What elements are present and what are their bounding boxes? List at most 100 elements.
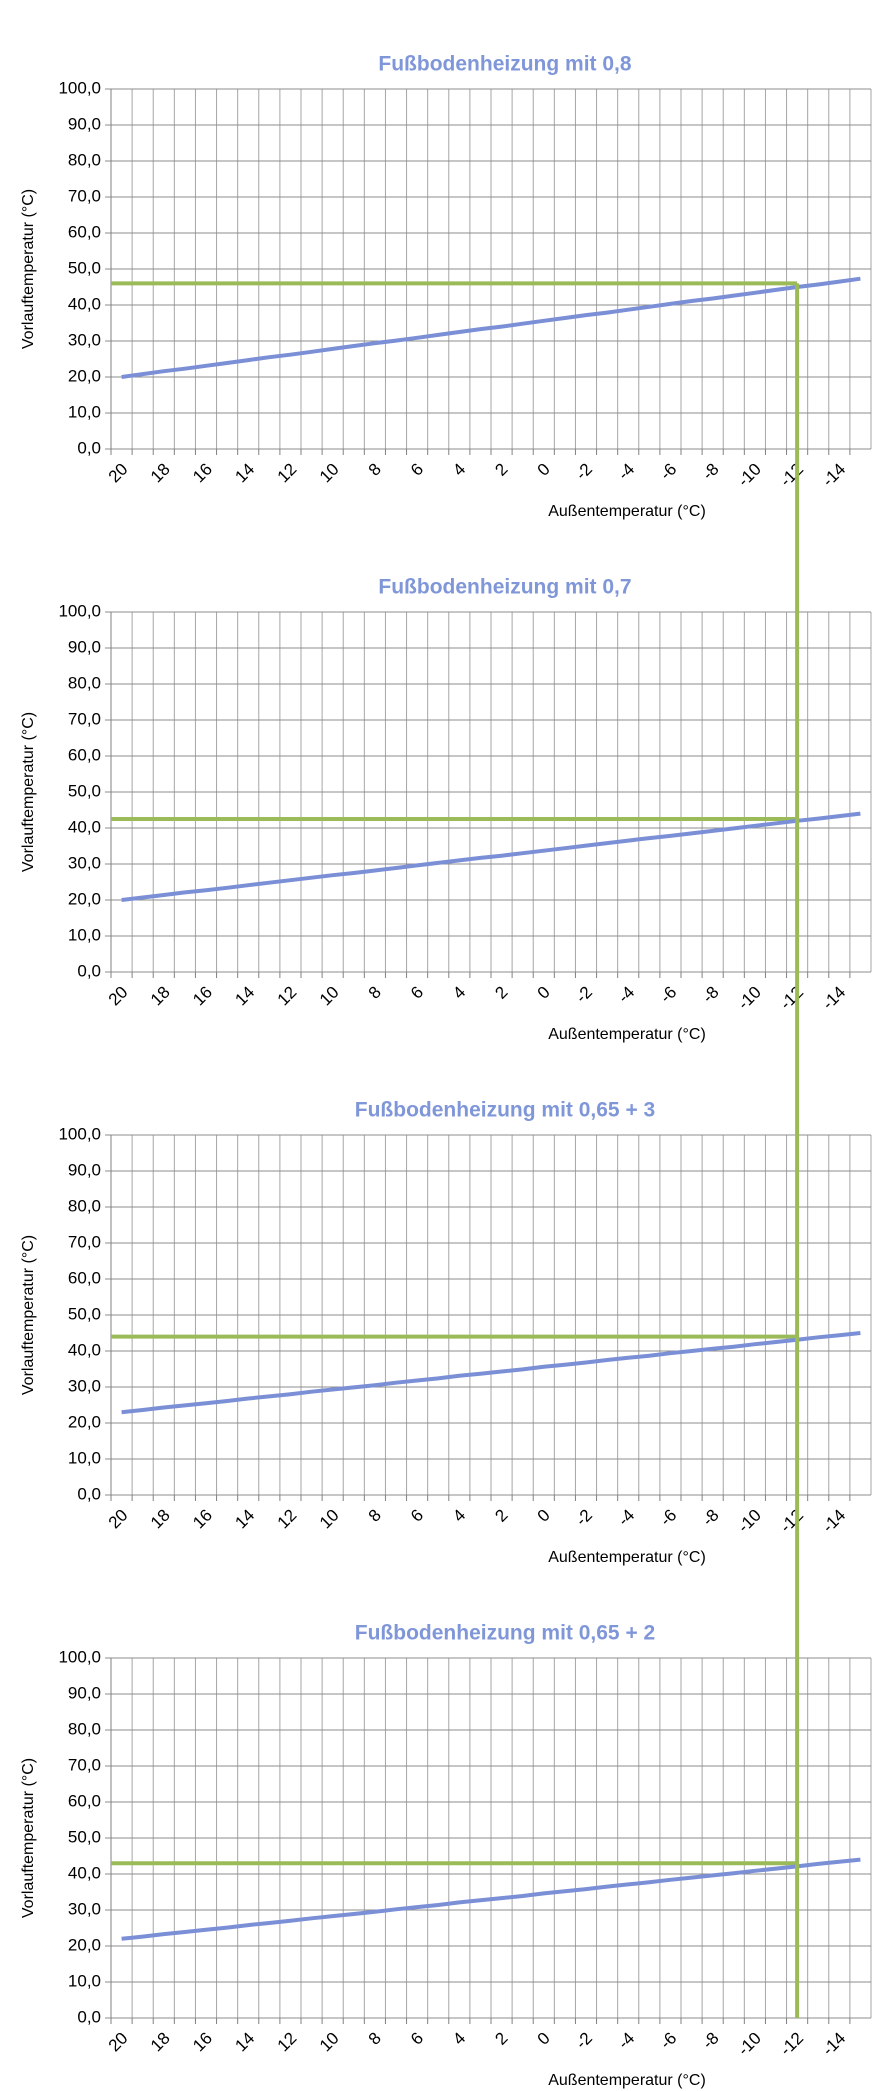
series-line <box>121 811 861 902</box>
y-tick-label: 80,0 <box>68 1719 101 1738</box>
x-tick-label: -14 <box>819 460 850 491</box>
x-tick-label: -6 <box>656 2029 680 2053</box>
y-tick-label: 60,0 <box>68 1268 101 1287</box>
x-tick-label: 20 <box>105 1506 132 1533</box>
x-axis-title: Außentemperatur (°C) <box>548 503 706 520</box>
y-tick-label: 0,0 <box>77 1484 101 1503</box>
y-tick-label: 50,0 <box>68 1827 101 1846</box>
x-tick-label: 18 <box>147 460 174 487</box>
x-axis-title: Außentemperatur (°C) <box>548 1549 706 1566</box>
x-tick-label: 12 <box>274 2029 301 2056</box>
x-tick-label: 2 <box>491 460 511 480</box>
x-tick-label: 18 <box>147 1506 174 1533</box>
x-tick-label: 14 <box>231 2029 258 2056</box>
x-tick-label: 2 <box>491 983 511 1003</box>
x-tick-label: -10 <box>734 1506 765 1537</box>
y-tick-label: 90,0 <box>68 114 101 133</box>
x-tick-label: -6 <box>656 460 680 484</box>
x-tick-label: 14 <box>231 983 258 1010</box>
y-tick-label: 100,0 <box>58 601 101 620</box>
x-tick-label: -10 <box>734 983 765 1014</box>
x-tick-label: 6 <box>407 460 427 480</box>
y-tick-label: 60,0 <box>68 1791 101 1810</box>
y-tick-label: 70,0 <box>68 1755 101 1774</box>
x-tick-label: 18 <box>147 2029 174 2056</box>
x-tick-label: -8 <box>699 1506 723 1530</box>
x-tick-label: -8 <box>699 2029 723 2053</box>
y-axis-title: Vorlauftemperatur (°C) <box>20 1758 37 1918</box>
x-tick-label: -2 <box>572 2029 596 2053</box>
y-tick-label: 10,0 <box>68 402 101 421</box>
y-tick-label: 30,0 <box>68 1899 101 1918</box>
x-tick-label: -2 <box>572 460 596 484</box>
x-tick-label: 0 <box>534 460 554 480</box>
x-tick-label: 6 <box>407 1506 427 1526</box>
x-tick-label: 10 <box>316 1506 343 1533</box>
x-tick-label: 20 <box>105 983 132 1010</box>
y-tick-label: 80,0 <box>68 1196 101 1215</box>
x-tick-label: 16 <box>189 460 216 487</box>
y-tick-label: 40,0 <box>68 294 101 313</box>
y-tick-label: 20,0 <box>68 1412 101 1431</box>
y-tick-label: 70,0 <box>68 709 101 728</box>
x-tick-label: 0 <box>534 1506 554 1526</box>
y-tick-label: 10,0 <box>68 1971 101 1990</box>
y-axis-title: Vorlauftemperatur (°C) <box>20 189 37 349</box>
y-tick-label: 100,0 <box>58 1647 101 1666</box>
x-tick-label: -12 <box>776 460 807 491</box>
y-tick-label: 20,0 <box>68 889 101 908</box>
y-tick-label: 50,0 <box>68 1304 101 1323</box>
y-tick-label: 30,0 <box>68 853 101 872</box>
x-tick-label: 2 <box>491 2029 511 2049</box>
series-line <box>121 276 861 379</box>
x-tick-label: 10 <box>316 460 343 487</box>
y-tick-label: 0,0 <box>77 2007 101 2026</box>
y-tick-label: 0,0 <box>77 438 101 457</box>
x-tick-label: 8 <box>365 460 385 480</box>
y-tick-label: 90,0 <box>68 1160 101 1179</box>
y-tick-label: 20,0 <box>68 366 101 385</box>
series-line <box>121 1331 861 1415</box>
y-tick-label: 0,0 <box>77 961 101 980</box>
x-tick-label: -8 <box>699 460 723 484</box>
x-tick-label: 0 <box>534 983 554 1003</box>
x-tick-label: -2 <box>572 1506 596 1530</box>
y-tick-label: 90,0 <box>68 1683 101 1702</box>
y-tick-label: 70,0 <box>68 1232 101 1251</box>
x-tick-label: -6 <box>656 983 680 1007</box>
y-tick-label: 40,0 <box>68 817 101 836</box>
x-tick-label: 12 <box>274 1506 301 1533</box>
x-tick-label: -14 <box>819 2029 850 2060</box>
x-tick-label: -4 <box>614 983 638 1007</box>
chart-title: Fußbodenheizung mit 0,7 <box>378 576 631 599</box>
x-tick-label: 8 <box>365 2029 385 2049</box>
x-tick-label: 6 <box>407 2029 427 2049</box>
x-tick-label: 14 <box>231 460 258 487</box>
x-tick-label: 16 <box>189 1506 216 1533</box>
y-tick-label: 70,0 <box>68 186 101 205</box>
x-tick-label: 10 <box>316 2029 343 2056</box>
chart-title: Fußbodenheizung mit 0,65 + 3 <box>355 1099 655 1122</box>
x-tick-label: -4 <box>614 2029 638 2053</box>
y-tick-label: 60,0 <box>68 745 101 764</box>
x-tick-label: 20 <box>105 460 132 487</box>
y-tick-label: 30,0 <box>68 1376 101 1395</box>
x-tick-label: -2 <box>572 983 596 1007</box>
chart-title: Fußbodenheizung mit 0,65 + 2 <box>355 1622 655 1645</box>
x-tick-label: 12 <box>274 983 301 1010</box>
x-tick-label: 0 <box>534 2029 554 2049</box>
y-tick-label: 10,0 <box>68 1448 101 1467</box>
y-tick-label: 10,0 <box>68 925 101 944</box>
y-tick-label: 50,0 <box>68 781 101 800</box>
y-tick-label: 30,0 <box>68 330 101 349</box>
y-tick-label: 100,0 <box>58 78 101 97</box>
y-tick-label: 50,0 <box>68 258 101 277</box>
x-tick-label: 6 <box>407 983 427 1003</box>
x-tick-label: -4 <box>614 460 638 484</box>
chart-title: Fußbodenheizung mit 0,8 <box>378 53 631 76</box>
x-tick-label: -8 <box>699 983 723 1007</box>
x-tick-label: 8 <box>365 1506 385 1526</box>
x-tick-label: -14 <box>819 983 850 1014</box>
y-axis-title: Vorlauftemperatur (°C) <box>20 712 37 872</box>
